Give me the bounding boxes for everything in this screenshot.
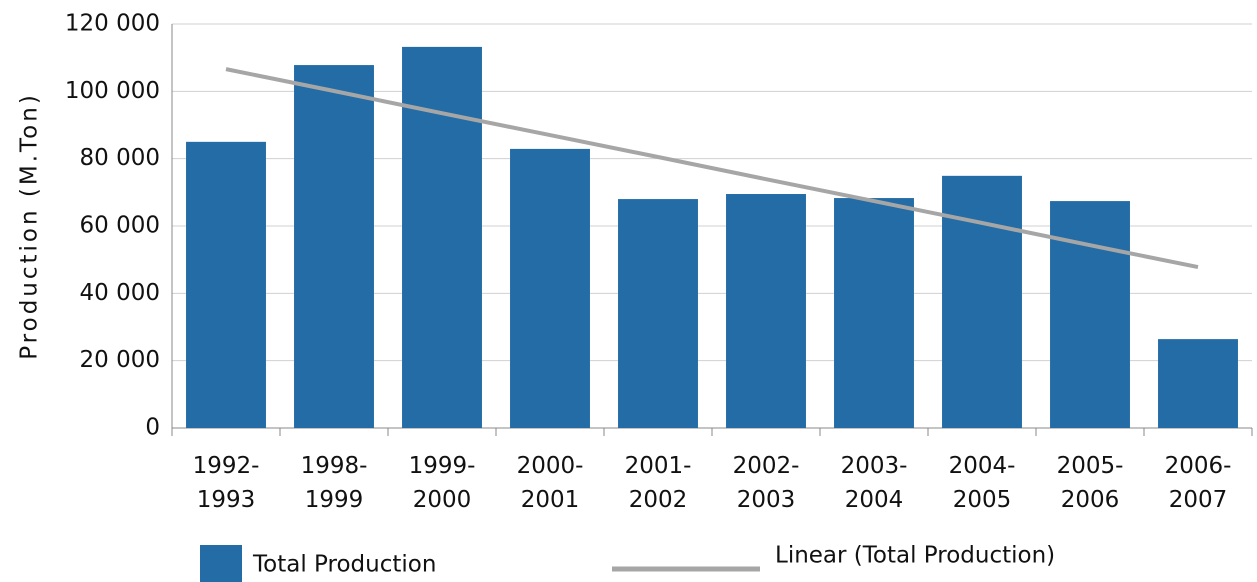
legend-label: Linear (Total Production) xyxy=(775,543,1055,569)
y-tick-label: 80 000 xyxy=(80,145,160,171)
bar xyxy=(1158,339,1238,428)
bar xyxy=(942,175,1022,428)
bar xyxy=(186,141,266,429)
y-axis-label: Production (M.Ton) xyxy=(17,92,43,360)
legend-swatch xyxy=(200,545,242,582)
bar xyxy=(834,198,914,428)
x-tick-label: 1992-1993 xyxy=(193,453,260,513)
x-tick-label: 2003-2004 xyxy=(841,453,908,513)
y-tick-label: 0 xyxy=(145,415,160,441)
legend-label: Total Production xyxy=(252,552,436,578)
x-tick-label: 2006-2007 xyxy=(1165,453,1232,513)
y-tick-label: 60 000 xyxy=(80,213,160,239)
bar xyxy=(294,65,374,428)
x-tick-label: 2000-2001 xyxy=(517,453,584,513)
y-tick-label: 40 000 xyxy=(80,280,160,306)
x-tick-label: 2002-2003 xyxy=(733,453,800,513)
bar xyxy=(402,46,482,428)
x-tick-label: 2001-2002 xyxy=(625,453,692,513)
x-tick-label: 1998-1999 xyxy=(301,453,368,513)
y-tick-label: 20 000 xyxy=(80,347,160,373)
bar xyxy=(618,199,698,428)
bar xyxy=(1050,201,1130,428)
bar xyxy=(510,148,590,429)
x-tick-label: 2004-2005 xyxy=(949,453,1016,513)
y-tick-label: 100 000 xyxy=(65,78,160,104)
bar xyxy=(726,194,806,428)
y-tick-label: 120 000 xyxy=(65,11,160,37)
x-tick-label: 1999-2000 xyxy=(409,453,476,513)
x-tick-label: 2005-2006 xyxy=(1057,453,1124,513)
trend-line xyxy=(225,67,1199,270)
